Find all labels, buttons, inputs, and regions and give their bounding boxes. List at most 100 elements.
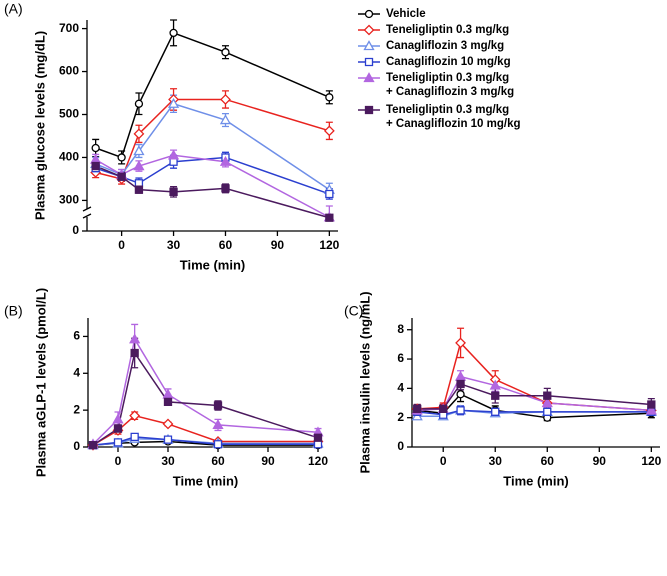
panel-label: (C) (344, 303, 363, 319)
legend-label: Vehicle (386, 8, 426, 20)
marker (323, 125, 335, 137)
marker (543, 391, 552, 400)
x-axis-title: Time (min) (173, 473, 239, 488)
marker (219, 155, 232, 166)
legend-marker (364, 57, 374, 67)
y-tick-label: 4 (73, 365, 80, 379)
x-tick-label: 30 (489, 454, 503, 468)
marker (219, 114, 232, 125)
marker (134, 99, 144, 108)
marker (113, 438, 123, 447)
marker (212, 419, 224, 430)
marker (112, 413, 124, 424)
y-axis-title: Plasma glucose levels (mg/dL) (32, 31, 47, 220)
marker (113, 424, 123, 433)
series-line (417, 375, 652, 412)
y-tick-label: 600 (59, 64, 79, 78)
y-axis-title: Plasma insulin levels (ng/mL) (357, 291, 372, 473)
y-tick-label: 0 (73, 439, 80, 453)
series-line (92, 437, 318, 446)
legend-label: Teneligliptin 0.3 mg/kg + Canagliflozin 1… (386, 104, 521, 130)
x-axis-title: Time (min) (503, 473, 569, 488)
marker (167, 97, 180, 108)
x-axis-title: Time (min) (180, 257, 246, 272)
series-line (417, 341, 652, 412)
legend-label: Teneligliptin 0.3 mg/kg + Canagliflozin 3… (386, 72, 514, 98)
series-line (95, 154, 330, 218)
marker (133, 128, 145, 140)
marker (645, 404, 657, 415)
y-tick-label: 6 (73, 329, 80, 343)
marker (543, 407, 552, 416)
y-tick-label: 0 (72, 223, 79, 237)
legend-label: Canagliflozin 3 mg/kg (386, 40, 504, 52)
x-tick-label: 0 (118, 238, 125, 252)
y-tick-label: 4 (397, 381, 404, 395)
series-line (417, 383, 652, 410)
x-tick-label: 120 (308, 454, 328, 468)
marker (117, 153, 126, 162)
marker (213, 440, 223, 449)
marker (130, 432, 139, 442)
marker (325, 189, 334, 199)
legend-marker (363, 72, 375, 83)
x-tick-label: 60 (541, 454, 555, 468)
marker (129, 410, 141, 422)
marker (413, 404, 422, 414)
marker (167, 149, 180, 160)
series-line (92, 351, 319, 446)
marker (169, 28, 178, 38)
x-tick-label: 120 (641, 454, 661, 468)
x-tick-label: 0 (440, 454, 447, 468)
marker (134, 185, 144, 194)
marker (163, 435, 173, 444)
y-tick-label: 400 (59, 150, 79, 164)
marker (456, 406, 465, 415)
marker (133, 160, 145, 171)
marker (455, 337, 466, 349)
marker (169, 187, 178, 196)
marker (647, 400, 656, 409)
marker (221, 48, 230, 57)
y-axis-title: Plasma aGLP-1 levels (pmol/L) (33, 288, 48, 477)
marker (163, 397, 173, 406)
series-line (95, 102, 330, 191)
x-tick-label: 30 (161, 454, 175, 468)
series-line (92, 414, 318, 446)
series-line (92, 436, 318, 446)
marker (213, 401, 223, 410)
marker (456, 390, 465, 399)
axis-break (82, 206, 92, 219)
x-tick-label: 90 (271, 238, 285, 252)
marker (313, 433, 323, 442)
legend-marker (363, 24, 375, 36)
marker (456, 379, 465, 389)
y-tick-label: 2 (397, 410, 404, 424)
marker (454, 370, 467, 381)
y-tick-label: 6 (397, 351, 404, 365)
marker (88, 441, 98, 450)
legend-label: Teneligliptin 0.3 mg/kg (386, 24, 509, 36)
marker (489, 379, 501, 390)
marker (162, 388, 174, 399)
x-tick-label: 90 (593, 454, 607, 468)
legend-label: Canagliflozin 10 mg/kg (386, 56, 511, 68)
marker (541, 397, 553, 408)
y-tick-label: 2 (73, 402, 80, 416)
y-tick-label: 8 (397, 322, 404, 336)
marker (129, 333, 141, 344)
marker (491, 407, 500, 416)
marker (133, 145, 145, 156)
marker (91, 161, 100, 171)
series-line (417, 409, 652, 416)
y-tick-label: 300 (59, 193, 79, 207)
marker (325, 213, 334, 222)
x-tick-label: 120 (319, 238, 339, 252)
marker (130, 348, 139, 358)
x-tick-label: 30 (167, 238, 181, 252)
x-tick-label: 90 (261, 454, 275, 468)
series-line (95, 165, 330, 219)
legend-marker (363, 40, 375, 51)
marker (220, 94, 231, 105)
